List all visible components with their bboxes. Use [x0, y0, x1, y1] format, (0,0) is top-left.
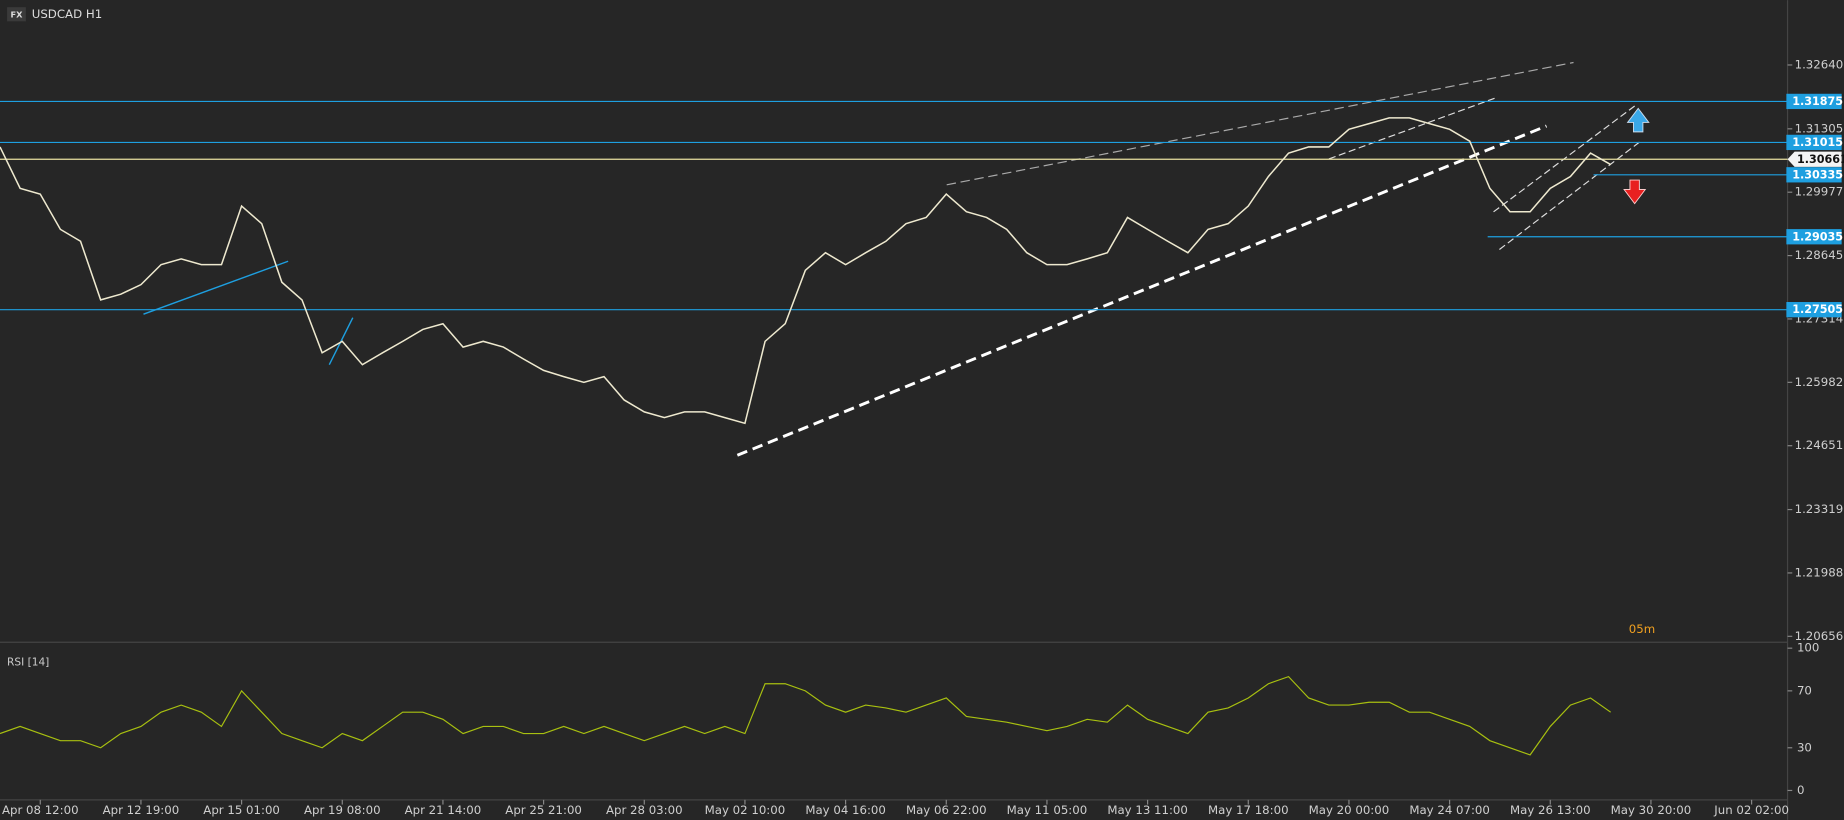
y-tick-label: 1.28645: [1795, 248, 1844, 262]
level-label: 1.29035: [1792, 230, 1843, 243]
badge-box: [7, 7, 26, 22]
drawings: [143, 61, 1650, 457]
x-tick-label: May 04 16:00: [805, 803, 886, 817]
level-label: 1.31875: [1792, 95, 1843, 108]
arrow-up: [1626, 107, 1650, 133]
level-label-box: [1786, 134, 1842, 151]
level-label: 1.31015: [1792, 136, 1843, 149]
level-label-box: [1786, 167, 1842, 183]
x-tick-label: May 13 11:00: [1107, 803, 1188, 817]
y-tick-label: 1.32640: [1795, 57, 1844, 71]
rsi-title: RSI [14]: [7, 656, 49, 668]
level-label-box: [1786, 302, 1842, 318]
x-tick-label: May 20 00:00: [1309, 803, 1390, 817]
y-tick-label: 1.23319: [1795, 502, 1844, 516]
channel-line: [1328, 97, 1497, 160]
x-tick-label: May 17 18:00: [1208, 803, 1289, 817]
chart-title: USDCAD H1: [32, 7, 102, 21]
y-tick-label: 1.29977: [1795, 185, 1844, 199]
rsi-tick-label: 100: [1797, 641, 1819, 655]
x-tick-label: Apr 08 12:00: [2, 803, 79, 817]
x-tick-label: May 02 10:00: [705, 803, 786, 817]
rsi-tick-label: 0: [1797, 783, 1804, 797]
current-price-box: [1787, 151, 1842, 167]
y-tick-label: 1.31305: [1795, 121, 1844, 135]
x-tick-label: Apr 25 21:00: [505, 803, 582, 817]
rsi-tick-label: 30: [1797, 740, 1812, 754]
level-label: 1.30335: [1792, 168, 1843, 181]
x-tick-label: Jun 02 02:00: [1713, 803, 1789, 817]
trendline: [143, 260, 289, 315]
trendline: [946, 61, 1574, 186]
arrow-down: [1623, 179, 1647, 205]
y-tick-label: 1.24651: [1795, 438, 1844, 452]
x-tick-label: May 11 05:00: [1007, 803, 1088, 817]
x-tick-label: May 24 07:00: [1409, 803, 1490, 817]
x-tick-label: Apr 21 14:00: [405, 803, 482, 817]
x-tick-label: Apr 28 03:00: [606, 803, 683, 817]
rsi-line: [0, 675, 1612, 756]
y-tick-label: 1.25982: [1795, 375, 1844, 389]
badge: FX: [10, 9, 23, 19]
x-tick-label: May 26 13:00: [1510, 803, 1591, 817]
rsi-tick-label: 70: [1797, 683, 1812, 697]
current-price-label: 1.30661: [1797, 153, 1844, 166]
x-tick-label: Apr 15 01:00: [203, 803, 280, 817]
timer: 05m: [1629, 622, 1655, 636]
price-line: [0, 117, 1612, 425]
level-label-box: [1786, 229, 1842, 245]
x-tick-label: May 30 20:00: [1611, 803, 1692, 817]
y-tick-label: 1.20656: [1795, 629, 1844, 643]
level-label-box: [1786, 93, 1842, 110]
trendline: [736, 124, 1548, 457]
level-label: 1.27505: [1792, 303, 1843, 316]
x-tick-label: Apr 12 19:00: [103, 803, 180, 817]
x-tick-label: May 06 22:00: [906, 803, 987, 817]
x-tick-label: Apr 19 08:00: [304, 803, 381, 817]
y-tick-label: 1.21988: [1795, 565, 1844, 579]
